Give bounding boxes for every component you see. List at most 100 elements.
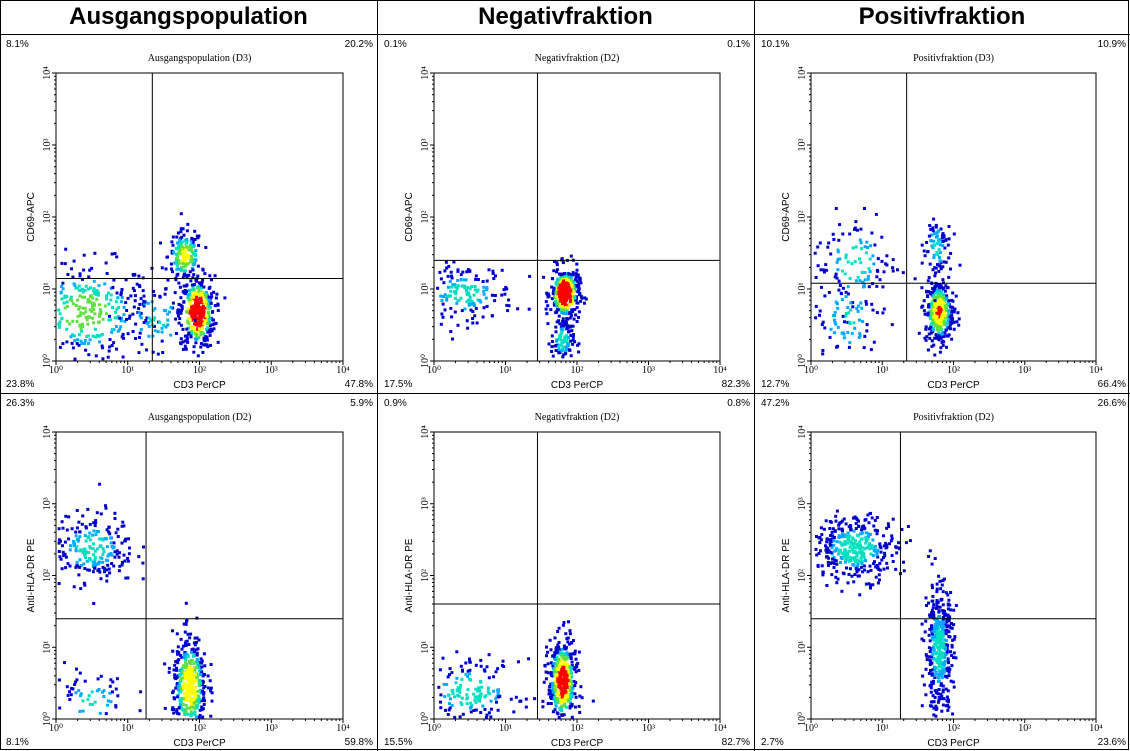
event-dot <box>70 341 74 345</box>
event-dot <box>938 304 942 308</box>
event-dot <box>486 690 490 694</box>
event-dot <box>98 308 102 312</box>
event-dot <box>574 275 578 279</box>
event-dot <box>830 573 834 577</box>
event-dot <box>928 655 932 659</box>
event-dot <box>935 582 939 586</box>
event-dot <box>924 653 928 657</box>
event-dot <box>178 285 182 289</box>
event-dot <box>934 704 938 708</box>
event-dot <box>151 334 155 338</box>
event-dot <box>933 274 937 278</box>
event-dot <box>471 321 475 325</box>
event-dot <box>564 311 568 315</box>
event-dot <box>546 322 550 326</box>
event-dot <box>554 683 558 686</box>
event-dot <box>940 624 944 628</box>
event-dot <box>187 678 191 681</box>
event-dot <box>132 289 136 293</box>
event-dot <box>547 688 551 692</box>
event-dot <box>940 709 944 713</box>
event-dot <box>925 654 929 658</box>
event-dot <box>451 691 455 695</box>
event-dot <box>126 576 130 580</box>
event-dot <box>59 539 62 543</box>
event-dot <box>577 276 581 280</box>
event-dot <box>192 662 196 666</box>
event-dot <box>836 250 840 254</box>
event-dot <box>107 553 111 556</box>
event-dot <box>479 680 483 684</box>
event-dot <box>941 703 945 707</box>
event-dot <box>187 322 191 326</box>
event-dot <box>560 311 564 314</box>
event-dot <box>859 543 862 547</box>
event-dot <box>199 668 203 672</box>
event-dot <box>71 319 75 323</box>
event-dot <box>548 638 552 642</box>
event-dot <box>568 329 571 333</box>
event-dot <box>71 687 75 691</box>
event-dot <box>841 232 845 236</box>
event-dot <box>139 311 143 315</box>
event-dot <box>461 668 464 672</box>
event-dot <box>92 602 96 605</box>
event-dot <box>941 239 945 243</box>
event-dot <box>563 655 567 659</box>
event-dot <box>193 318 197 322</box>
event-dot <box>110 553 114 557</box>
event-dot <box>861 281 865 285</box>
event-dot <box>836 257 840 261</box>
event-dot <box>87 315 91 319</box>
event-dot <box>120 541 124 545</box>
event-dot <box>571 342 575 346</box>
event-dot <box>561 682 565 686</box>
event-dot <box>79 339 83 343</box>
event-dot <box>68 322 72 326</box>
event-dot <box>196 647 200 651</box>
event-dot <box>199 691 203 695</box>
event-dot <box>854 539 857 543</box>
event-dot <box>121 560 124 564</box>
event-dot <box>864 531 868 535</box>
event-dot <box>113 511 117 515</box>
event-dot <box>948 603 952 607</box>
event-dot <box>863 547 867 551</box>
event-dot <box>835 540 839 544</box>
event-dot <box>573 340 577 344</box>
event-dot <box>561 341 565 344</box>
event-dot <box>91 702 94 706</box>
event-dot <box>118 551 121 555</box>
event-dot <box>549 648 553 652</box>
event-dot <box>92 542 95 546</box>
event-dot <box>930 627 933 631</box>
event-dot <box>553 688 557 692</box>
event-dot <box>117 555 121 559</box>
x-tick-label: 10² <box>947 365 960 376</box>
event-dot <box>927 555 931 558</box>
event-dot <box>468 672 471 676</box>
event-dot <box>564 681 568 685</box>
event-dot <box>178 668 182 672</box>
event-dot <box>94 293 98 296</box>
event-dot <box>146 321 150 324</box>
event-dot <box>113 550 117 554</box>
event-dot <box>77 288 81 292</box>
event-dot <box>559 325 563 329</box>
event-dot <box>137 307 141 310</box>
event-dot <box>823 294 827 298</box>
event-dot <box>121 355 125 359</box>
event-dot <box>550 285 554 289</box>
event-dot <box>931 328 935 332</box>
event-dot <box>77 520 81 524</box>
event-dot <box>865 323 869 327</box>
event-dot <box>456 298 460 302</box>
event-dot <box>836 248 840 252</box>
event-dot <box>93 556 97 559</box>
event-dot <box>84 284 88 288</box>
event-dot <box>179 269 183 273</box>
event-dot <box>939 285 943 289</box>
event-dot <box>88 268 92 272</box>
event-dot <box>97 688 101 691</box>
event-dot <box>553 636 557 640</box>
